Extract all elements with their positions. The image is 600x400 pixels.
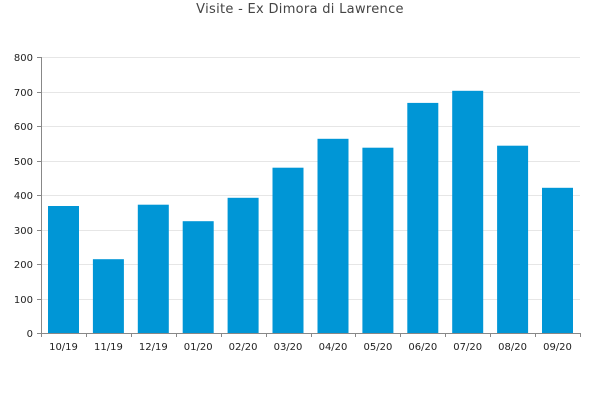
y-tick-label: 300	[14, 226, 33, 237]
bar	[182, 221, 214, 333]
x-tick-label: 07/20	[453, 342, 482, 353]
y-tick-label: 100	[14, 295, 33, 306]
x-tick-label: 05/20	[363, 342, 392, 353]
bar	[542, 187, 573, 333]
bar	[137, 204, 169, 333]
y-tick-label: 600	[14, 122, 33, 133]
y-tick-label: 500	[14, 157, 33, 168]
x-tick-label: 03/20	[274, 342, 303, 353]
x-tick-label: 02/20	[229, 342, 258, 353]
x-tick-label: 11/19	[94, 342, 123, 353]
x-tick-label: 10/19	[49, 342, 78, 353]
y-tick-label: 400	[14, 191, 33, 202]
bar	[497, 145, 529, 333]
x-tick-label: 06/20	[408, 342, 437, 353]
bar	[452, 90, 484, 333]
bar	[92, 259, 124, 333]
bar	[407, 102, 439, 334]
x-tick-label: 08/20	[498, 342, 527, 353]
x-tick-labels: 10/19 11/19 12/19 01/20 02/20 03/20 04/20 05/20…	[49, 342, 572, 353]
bar	[272, 167, 304, 333]
bar	[362, 147, 394, 333]
chart-title: Visite - Ex Dimora di Lawrence	[196, 2, 404, 17]
x-tick-label: 04/20	[319, 342, 348, 353]
bar-series	[48, 90, 573, 334]
y-tick-label: 200	[14, 260, 33, 271]
y-tick-labels: 0 100 200 300 400 500 600 700 800	[14, 53, 33, 340]
bar	[227, 197, 259, 333]
x-tick-label: 01/20	[184, 342, 213, 353]
y-tick-label: 800	[14, 53, 33, 64]
x-tick-label: 12/19	[139, 342, 168, 353]
y-tick-label: 700	[14, 88, 33, 99]
y-tick-label: 0	[27, 329, 33, 340]
bar	[317, 138, 349, 333]
gridlines	[41, 57, 580, 300]
x-tick-label: 09/20	[543, 342, 572, 353]
bar	[48, 206, 79, 333]
axes	[37, 57, 581, 337]
